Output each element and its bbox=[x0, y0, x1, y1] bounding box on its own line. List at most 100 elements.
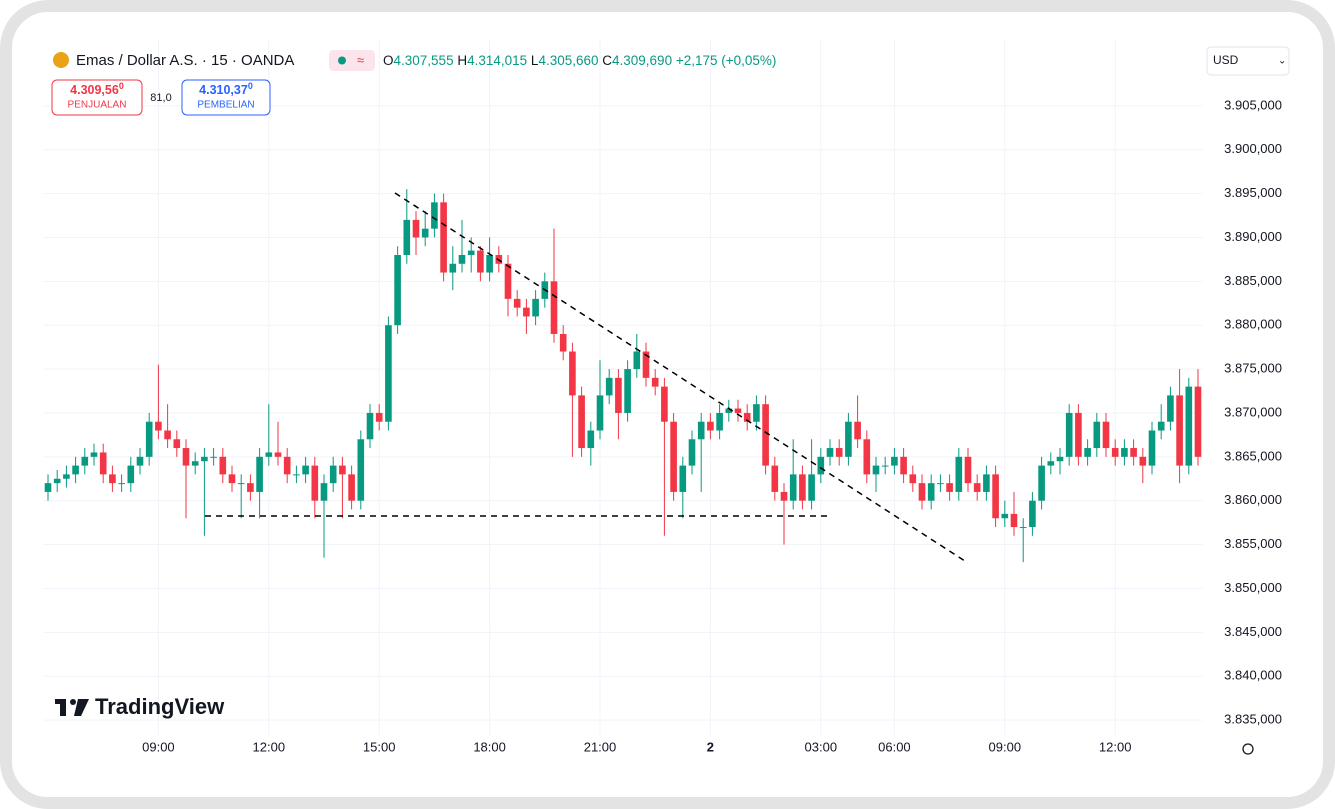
candle-body bbox=[366, 412, 374, 440]
candle-body bbox=[927, 483, 935, 501]
candle-body bbox=[725, 408, 733, 413]
buy-button[interactable] bbox=[181, 79, 271, 116]
candle-body bbox=[651, 377, 659, 387]
candle-body bbox=[550, 281, 558, 334]
candle-body bbox=[109, 474, 116, 484]
candle-body bbox=[845, 421, 852, 457]
candle-body bbox=[265, 452, 273, 457]
candle-body bbox=[421, 228, 429, 238]
candle-body bbox=[661, 386, 668, 422]
candle-body bbox=[734, 408, 742, 413]
candle-body bbox=[504, 263, 512, 299]
candle-body bbox=[1065, 412, 1073, 457]
buy-price-sup[interactable]: 0 bbox=[248, 81, 253, 91]
candle-body bbox=[182, 448, 190, 466]
currency[interactable]: USD bbox=[1213, 53, 1239, 67]
candles bbox=[44, 189, 1202, 563]
candle-body bbox=[477, 250, 484, 273]
buy-label[interactable]: PEMBELIAN bbox=[197, 100, 254, 111]
candle-body bbox=[145, 421, 153, 457]
y-tick-label: 3.890,000 bbox=[1224, 229, 1282, 244]
candle-body bbox=[283, 456, 291, 475]
candle-body bbox=[210, 456, 217, 458]
ohlc-value: 4.309,690 bbox=[612, 53, 672, 68]
candle-body bbox=[955, 456, 963, 492]
status-dot bbox=[338, 56, 346, 65]
logo-mark bbox=[70, 699, 76, 705]
candle-body bbox=[486, 254, 493, 273]
candle-body bbox=[863, 439, 871, 475]
candle-body bbox=[449, 263, 457, 273]
candle-body bbox=[1176, 395, 1183, 466]
candle-body bbox=[780, 491, 788, 501]
candle-body bbox=[1121, 448, 1128, 457]
candle-body bbox=[302, 465, 309, 475]
candle-body bbox=[835, 448, 843, 457]
candle-body bbox=[707, 421, 714, 431]
dropdown-arrow[interactable]: ⌄ bbox=[1278, 56, 1286, 67]
y-tick-label: 3.880,000 bbox=[1224, 317, 1282, 332]
candle-body bbox=[1084, 448, 1091, 457]
y-tick-label: 3.835,000 bbox=[1224, 712, 1282, 727]
logo-text: TradingView bbox=[95, 694, 225, 719]
candle-body bbox=[973, 483, 981, 492]
buy-price-main[interactable]: 4.310,37 bbox=[199, 83, 248, 97]
status-icon: ≈ bbox=[357, 52, 364, 67]
candle-body bbox=[569, 351, 576, 396]
candle-body bbox=[348, 474, 355, 501]
buy-price[interactable]: 4.310,370 bbox=[199, 81, 253, 97]
candle-body bbox=[523, 307, 530, 317]
x-tick-label: 12:00 bbox=[1099, 739, 1132, 754]
candle-body bbox=[762, 404, 769, 466]
sell-button[interactable] bbox=[51, 79, 143, 116]
candle-body bbox=[339, 465, 346, 475]
candle-body bbox=[937, 483, 944, 485]
candle-body bbox=[946, 483, 953, 492]
candle-body bbox=[826, 448, 834, 457]
candle-body bbox=[559, 333, 567, 352]
candle-body bbox=[1130, 448, 1137, 457]
logo-mark bbox=[60, 699, 66, 716]
candle-body bbox=[90, 452, 98, 457]
x-tick-label: 03:00 bbox=[805, 739, 838, 754]
candle-body bbox=[1038, 465, 1045, 501]
candle-body bbox=[753, 404, 760, 422]
status-pill bbox=[329, 50, 375, 71]
candle-body bbox=[532, 298, 539, 317]
ohlc-label: H bbox=[457, 53, 467, 68]
candle-body bbox=[688, 439, 696, 466]
candle-body bbox=[789, 474, 797, 501]
sell-price[interactable]: 4.309,560 bbox=[70, 81, 124, 97]
currency-select[interactable] bbox=[1206, 46, 1290, 76]
candle-body bbox=[587, 430, 595, 449]
settings-icon[interactable] bbox=[1242, 743, 1254, 755]
candle-body bbox=[63, 474, 70, 479]
candle-body bbox=[81, 456, 89, 466]
sell-price-sup[interactable]: 0 bbox=[119, 81, 124, 91]
y-tick-label: 3.855,000 bbox=[1224, 536, 1282, 551]
sell-label[interactable]: PENJUALAN bbox=[68, 100, 127, 111]
y-tick-label: 3.845,000 bbox=[1224, 624, 1282, 639]
candle-body bbox=[900, 456, 907, 475]
candle-body bbox=[311, 465, 319, 501]
trend-line bbox=[394, 192, 969, 564]
candle-body bbox=[697, 421, 705, 440]
candle-body bbox=[375, 412, 383, 422]
sell-price-main[interactable]: 4.309,56 bbox=[70, 83, 119, 97]
candle-body bbox=[219, 456, 227, 475]
y-tick-label: 3.850,000 bbox=[1224, 580, 1282, 595]
candle-body bbox=[136, 456, 144, 466]
candle-body bbox=[440, 202, 447, 273]
symbol-icon bbox=[53, 52, 69, 68]
candle-body bbox=[467, 250, 475, 255]
candle-body bbox=[99, 452, 107, 475]
ohlc-value: 4.314,015 bbox=[467, 53, 527, 68]
candle-body bbox=[1167, 395, 1174, 422]
candle-body bbox=[1111, 448, 1119, 457]
ohlc-value: 4.307,555 bbox=[394, 53, 454, 68]
candle-body bbox=[808, 474, 815, 501]
grid bbox=[43, 40, 1203, 735]
x-tick-label: 18:00 bbox=[473, 739, 506, 754]
candle-body bbox=[891, 456, 898, 466]
candle-body bbox=[1047, 461, 1055, 466]
